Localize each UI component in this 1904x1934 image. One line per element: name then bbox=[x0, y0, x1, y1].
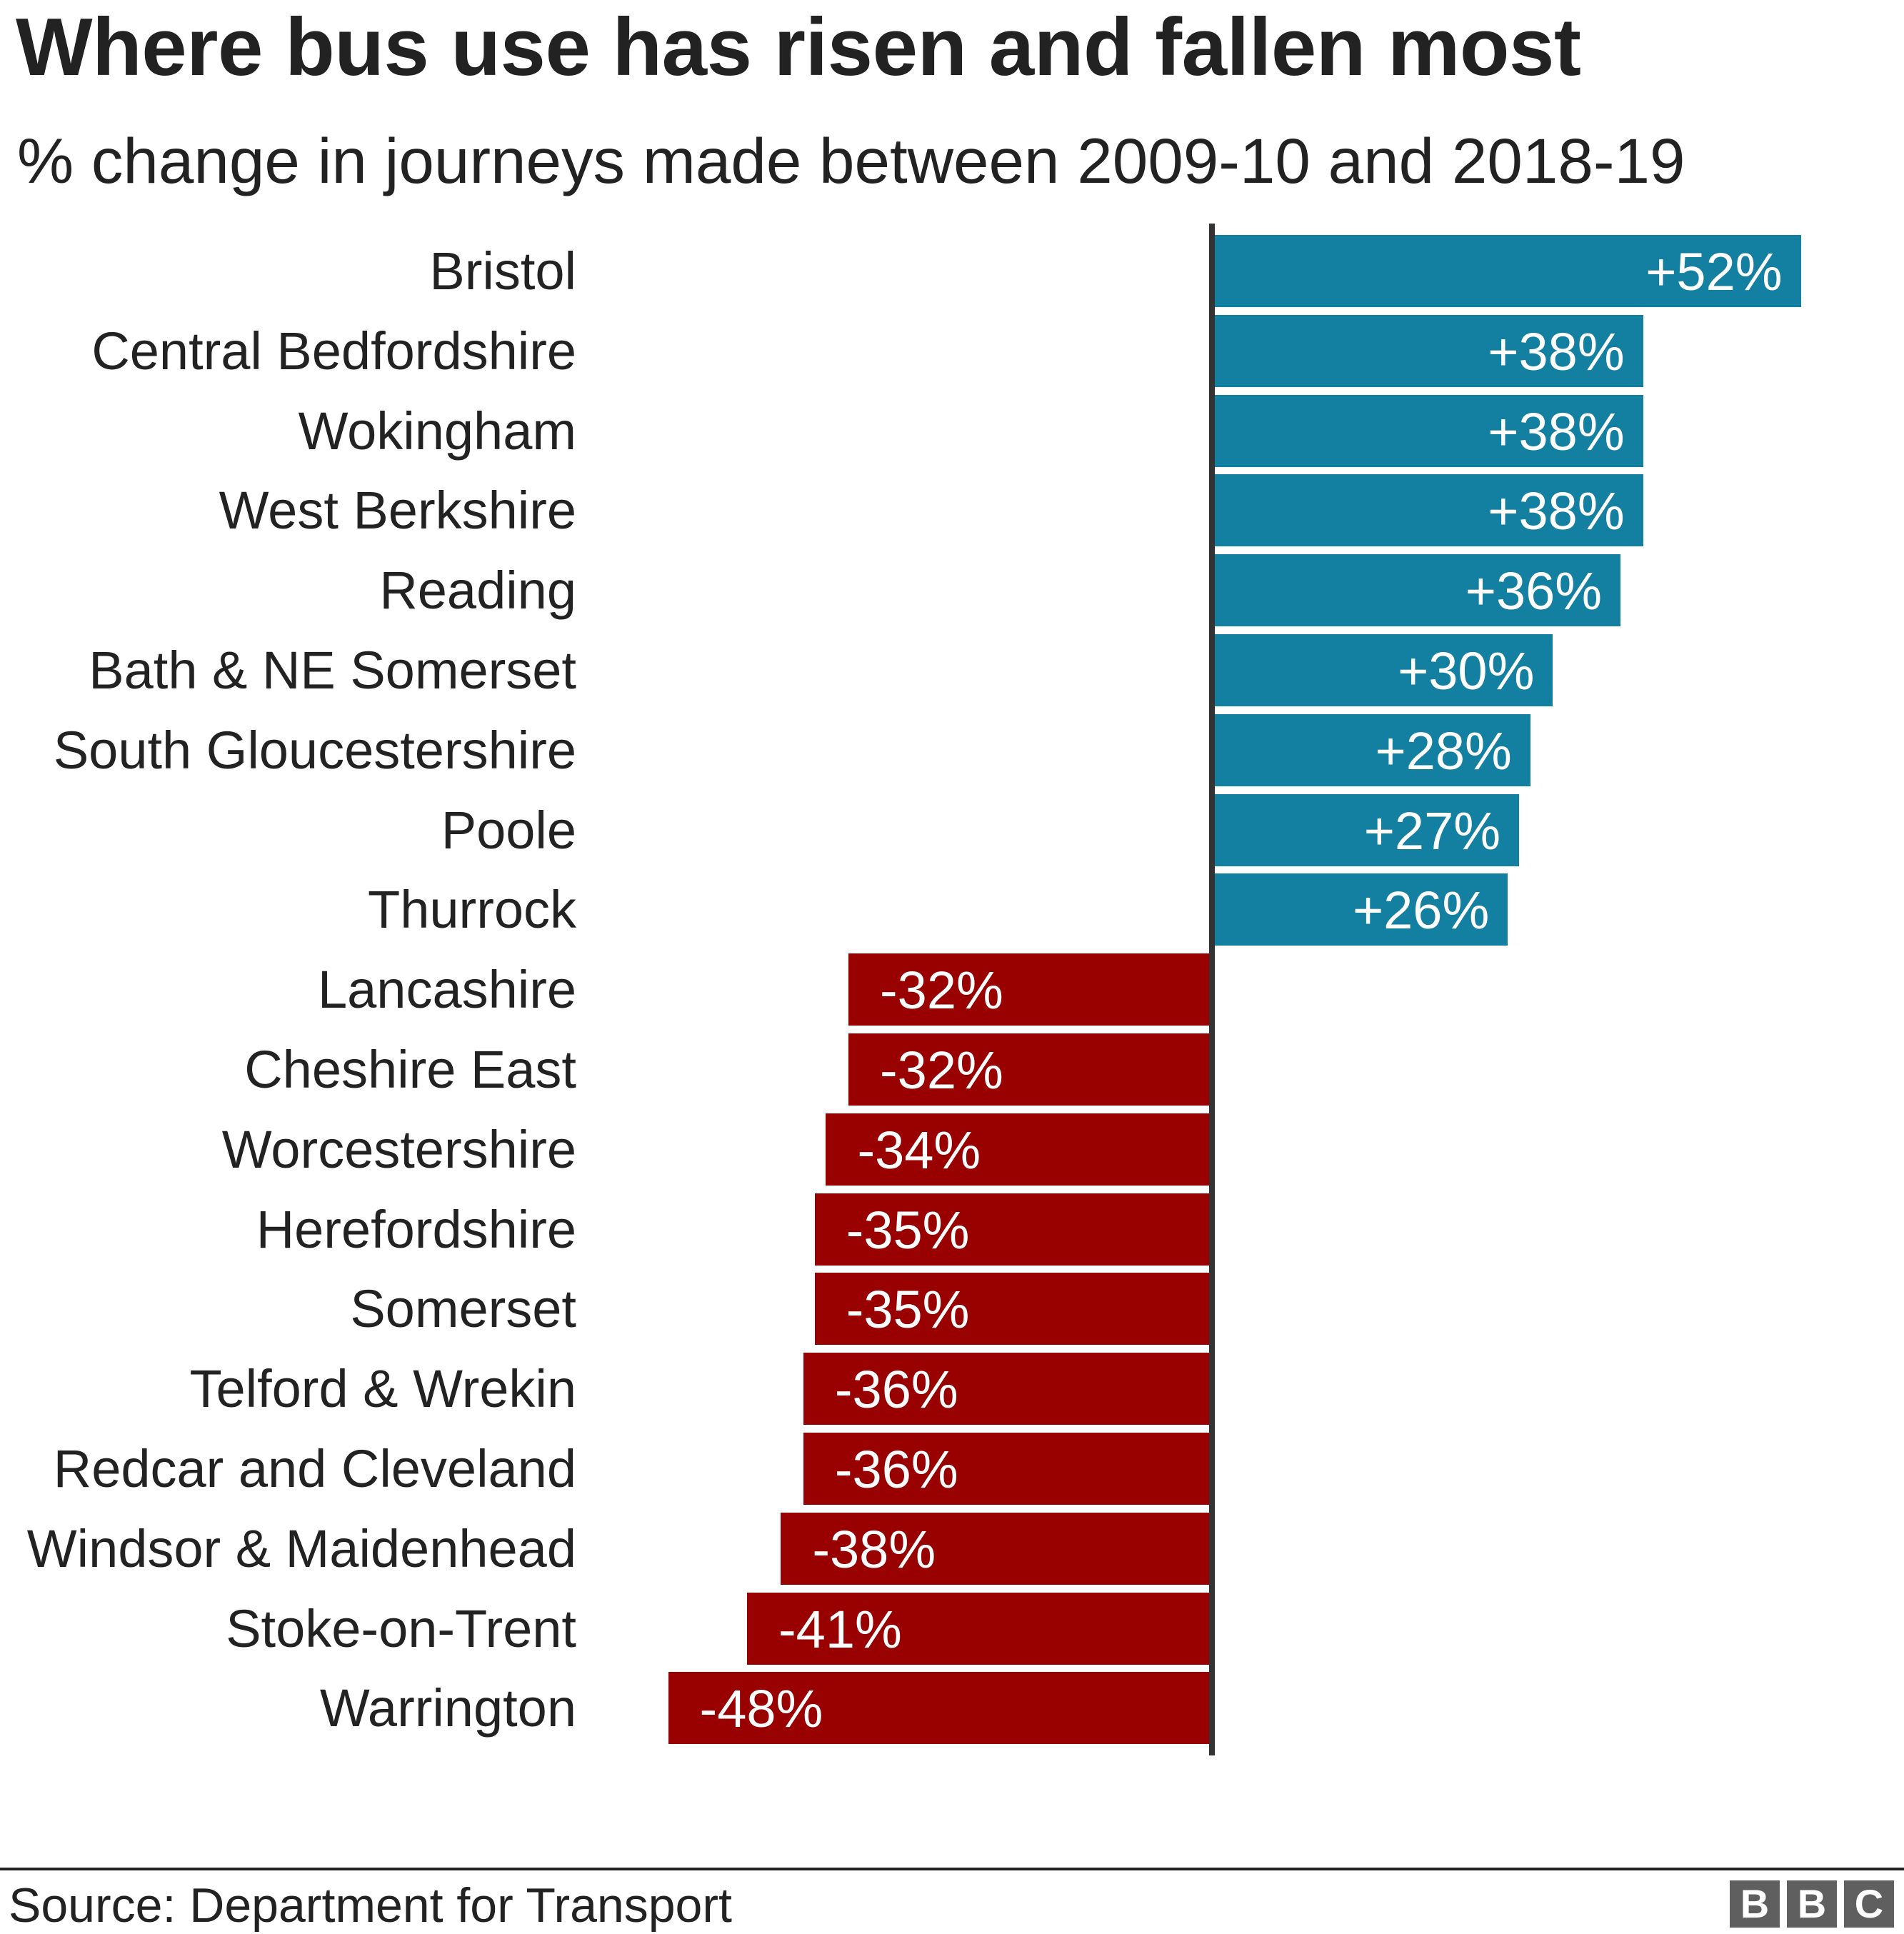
negative-bar: -38% bbox=[781, 1512, 1209, 1585]
bar-row: Lancashire -32% bbox=[0, 953, 1904, 1026]
positive-bar: +30% bbox=[1215, 634, 1553, 706]
bar-row: Worcestershire -34% bbox=[0, 1113, 1904, 1186]
bbc-logo: B B C bbox=[1730, 1880, 1894, 1928]
category-label: Lancashire bbox=[317, 960, 576, 1020]
bar-value-label: -41% bbox=[778, 1599, 902, 1659]
category-label: West Berkshire bbox=[219, 481, 576, 541]
bar-row: Redcar and Cleveland -36% bbox=[0, 1433, 1904, 1505]
category-label: Herefordshire bbox=[256, 1199, 576, 1259]
bar-row: Somerset -35% bbox=[0, 1273, 1904, 1346]
negative-bar: -34% bbox=[826, 1113, 1209, 1186]
bar-row: Poole +27% bbox=[0, 793, 1904, 866]
bar-value-label: -32% bbox=[880, 961, 1003, 1021]
bar-value-label: +38% bbox=[1488, 401, 1625, 461]
positive-bar: +38% bbox=[1215, 474, 1643, 547]
bar-value-label: +27% bbox=[1363, 801, 1501, 861]
negative-bar: -35% bbox=[814, 1273, 1209, 1346]
category-label: Wokingham bbox=[298, 401, 576, 461]
category-label: Bath & NE Somerset bbox=[89, 641, 576, 700]
bar-value-label: -38% bbox=[812, 1519, 936, 1579]
bar-row: Stoke-on-Trent -41% bbox=[0, 1592, 1904, 1665]
category-label: Bristol bbox=[429, 241, 576, 301]
bar-value-label: +52% bbox=[1645, 242, 1783, 301]
bar-row: Bristol +52% bbox=[0, 235, 1904, 307]
category-label: Redcar and Cleveland bbox=[53, 1439, 576, 1498]
category-label: Thurrock bbox=[368, 880, 576, 940]
category-label: South Gloucestershire bbox=[53, 720, 576, 780]
bar-value-label: -32% bbox=[880, 1041, 1003, 1100]
bar-value-label: -36% bbox=[834, 1440, 958, 1499]
bar-row: Central Bedfordshire +38% bbox=[0, 314, 1904, 387]
category-label: Reading bbox=[379, 561, 576, 621]
bar-row: Windsor & Maidenhead -38% bbox=[0, 1512, 1904, 1585]
bar-row: Wokingham +38% bbox=[0, 394, 1904, 467]
positive-bar: +28% bbox=[1215, 713, 1530, 786]
bar-chart: Bristol +52% Central Bedfordshire +38% Wokin… bbox=[0, 224, 1904, 1755]
bar-value-label: +38% bbox=[1488, 321, 1625, 381]
bar-row: Herefordshire -35% bbox=[0, 1193, 1904, 1266]
category-label: Stoke-on-Trent bbox=[226, 1598, 576, 1658]
category-label: Windsor & Maidenhead bbox=[26, 1518, 576, 1578]
category-label: Warrington bbox=[319, 1678, 576, 1738]
bar-value-label: +38% bbox=[1488, 481, 1625, 541]
category-label: Telford & Wrekin bbox=[189, 1359, 577, 1419]
bar-value-label: -35% bbox=[846, 1280, 970, 1340]
bar-value-label: +28% bbox=[1375, 721, 1512, 781]
bar-value-label: +30% bbox=[1398, 641, 1535, 701]
negative-bar: -41% bbox=[747, 1592, 1209, 1665]
bbc-logo-letter: B bbox=[1730, 1880, 1780, 1928]
positive-bar: +52% bbox=[1215, 235, 1801, 307]
bar-value-label: -48% bbox=[699, 1679, 823, 1739]
negative-bar: -36% bbox=[803, 1433, 1209, 1505]
bar-row: Bath & NE Somerset +30% bbox=[0, 634, 1904, 706]
bar-value-label: -35% bbox=[846, 1200, 970, 1260]
footer-divider bbox=[0, 1868, 1904, 1870]
bar-value-label: +36% bbox=[1465, 561, 1603, 621]
bar-value-label: -34% bbox=[857, 1120, 981, 1180]
negative-bar: -36% bbox=[803, 1353, 1209, 1426]
bar-row: Cheshire East -32% bbox=[0, 1033, 1904, 1106]
negative-bar: -32% bbox=[848, 1033, 1209, 1106]
chart-subtitle: % change in journeys made between 2009-1… bbox=[17, 125, 1685, 196]
positive-bar: +38% bbox=[1215, 394, 1643, 467]
bar-value-label: +26% bbox=[1352, 881, 1490, 941]
category-label: Somerset bbox=[350, 1279, 576, 1339]
category-label: Central Bedfordshire bbox=[91, 321, 576, 381]
category-label: Cheshire East bbox=[244, 1040, 576, 1099]
bbc-logo-letter: B bbox=[1787, 1880, 1837, 1928]
bar-row: West Berkshire +38% bbox=[0, 474, 1904, 547]
bar-row: Warrington -48% bbox=[0, 1672, 1904, 1745]
chart-title: Where bus use has risen and fallen most bbox=[16, 2, 1581, 93]
negative-bar: -48% bbox=[668, 1672, 1209, 1745]
category-label: Worcestershire bbox=[221, 1119, 576, 1179]
bbc-logo-letter: C bbox=[1844, 1880, 1894, 1928]
bar-row: South Gloucestershire +28% bbox=[0, 713, 1904, 786]
positive-bar: +38% bbox=[1215, 314, 1643, 387]
positive-bar: +26% bbox=[1215, 873, 1508, 946]
bar-row: Telford & Wrekin -36% bbox=[0, 1353, 1904, 1426]
category-label: Poole bbox=[441, 800, 576, 860]
positive-bar: +27% bbox=[1215, 793, 1520, 866]
bar-row: Thurrock +26% bbox=[0, 873, 1904, 946]
negative-bar: -35% bbox=[814, 1193, 1209, 1266]
positive-bar: +36% bbox=[1215, 554, 1621, 627]
zero-axis-line bbox=[1209, 224, 1215, 1755]
negative-bar: -32% bbox=[848, 953, 1209, 1026]
bar-row: Reading +36% bbox=[0, 554, 1904, 627]
source-note: Source: Department for Transport bbox=[9, 1878, 732, 1933]
bar-value-label: -36% bbox=[834, 1360, 958, 1420]
